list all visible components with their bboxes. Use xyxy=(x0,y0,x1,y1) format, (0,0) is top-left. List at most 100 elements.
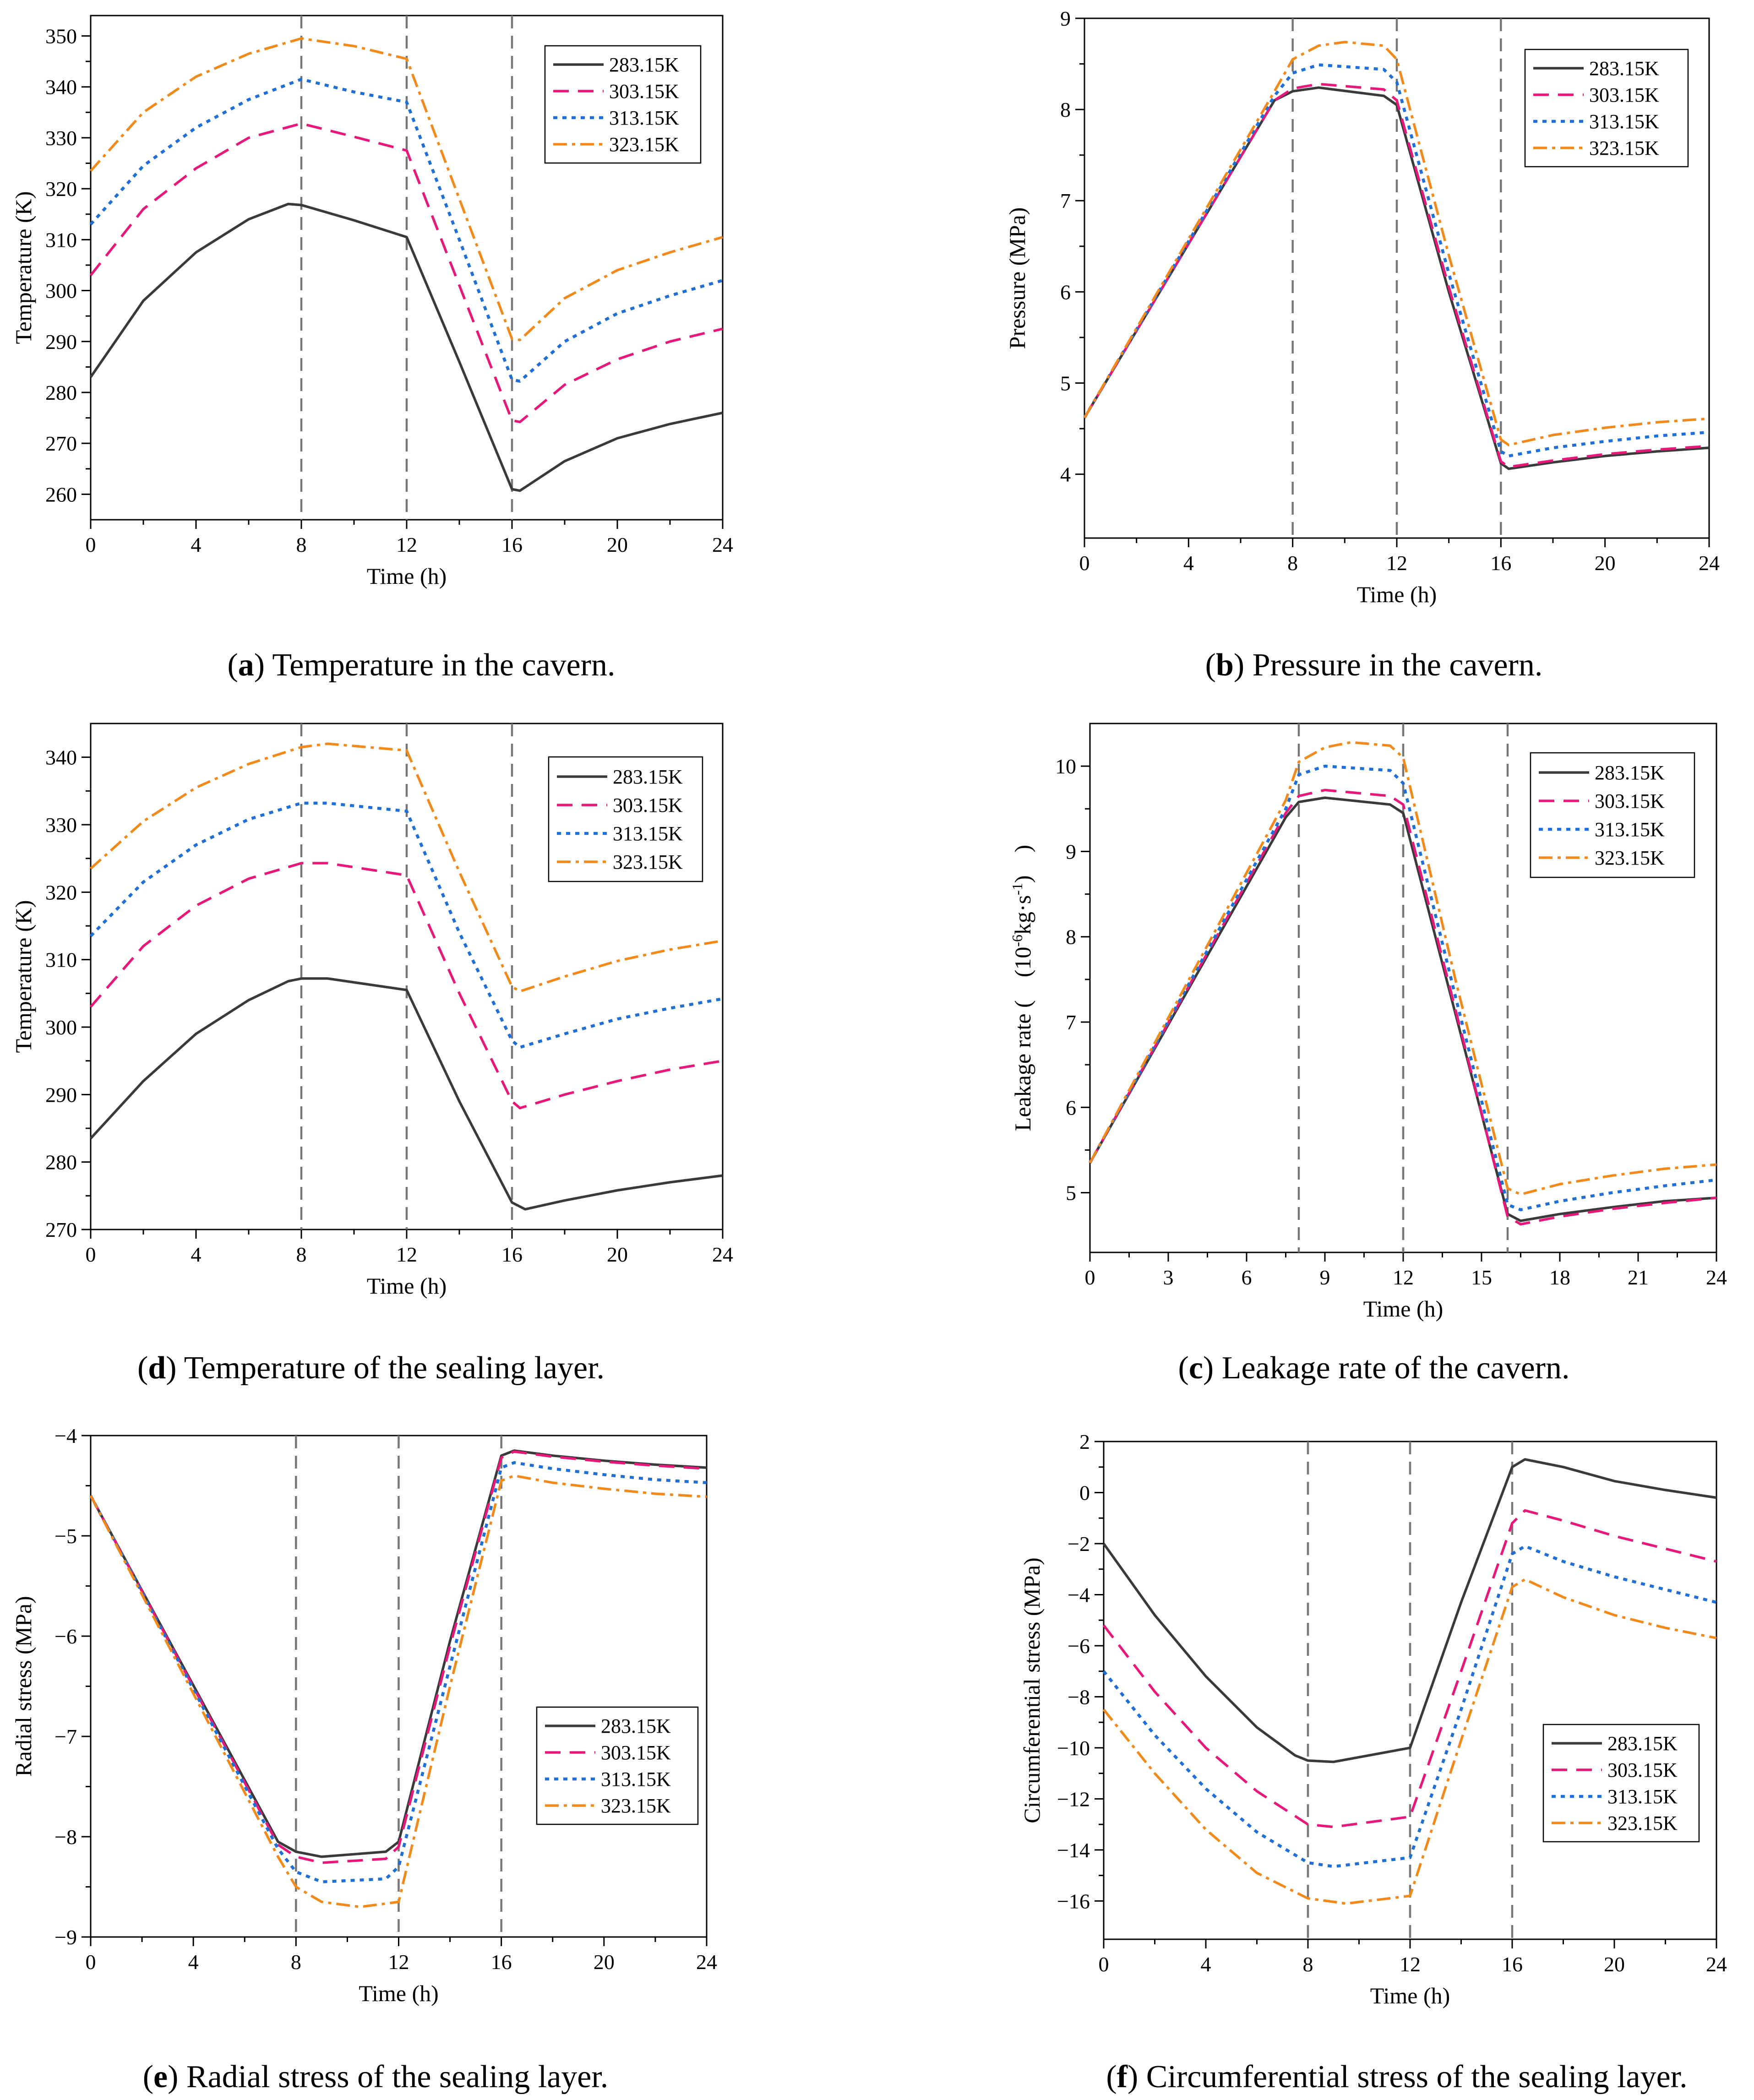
y-tick-label: −2 xyxy=(1068,1532,1090,1556)
legend-label-313: 313.15K xyxy=(609,107,679,129)
x-tick-label: 20 xyxy=(607,533,628,556)
caption-letter: c xyxy=(1189,1350,1203,1386)
x-axis-label: Time (h) xyxy=(367,1273,447,1299)
y-tick-label: 330 xyxy=(45,813,77,837)
x-tick-label: 16 xyxy=(1502,1953,1523,1976)
y-tick-label: 6 xyxy=(1066,1096,1076,1119)
y-tick-label: 4 xyxy=(1060,463,1071,486)
y-tick-label: 7 xyxy=(1066,1011,1076,1034)
series-line-313 xyxy=(1089,764,1717,1212)
y-tick-label: −4 xyxy=(54,1424,77,1447)
x-tick-label: 24 xyxy=(696,1950,717,1974)
chart-c: 0 3 6 9 12 15 18 21 24 5 6 7 8 9 10 Time (h) Leakage rat… xyxy=(1009,723,1727,1386)
legend-label-303: 303.15K xyxy=(613,794,683,816)
y-tick-label: 260 xyxy=(45,483,77,506)
y-tick-label: 5 xyxy=(1060,371,1071,395)
x-tick-label: 20 xyxy=(1604,1953,1625,1976)
caption-text: ) Temperature in the cavern. xyxy=(254,647,616,683)
y-tick-label: 9 xyxy=(1066,840,1076,863)
y-tick-label: 5 xyxy=(1066,1181,1076,1205)
x-tick-label: 16 xyxy=(501,533,523,556)
caption-letter: b xyxy=(1216,647,1234,683)
series-line-313 xyxy=(89,1461,707,1883)
y-tick-label: 310 xyxy=(45,228,77,251)
legend-label-283: 283.15K xyxy=(601,1715,671,1737)
y-axis-label-part: Leakage rate ( (10 xyxy=(1010,947,1035,1132)
series-line-313 xyxy=(89,801,723,1049)
x-tick-label: 21 xyxy=(1628,1266,1649,1289)
legend-label-303: 303.15K xyxy=(1589,84,1659,106)
x-tick-label: 0 xyxy=(86,1243,96,1266)
series-line-303 xyxy=(1089,789,1717,1226)
series-line-303 xyxy=(1102,1509,1717,1828)
caption-text: ) Radial stress of the sealing layer. xyxy=(168,2059,608,2095)
x-tick-label: 6 xyxy=(1242,1266,1252,1289)
y-tick-label: 290 xyxy=(45,330,77,354)
x-tick-label: 0 xyxy=(86,533,96,556)
caption-paren: ( xyxy=(1205,647,1216,683)
caption-text: ) Temperature of the sealing layer. xyxy=(166,1350,605,1386)
x-tick-label: 24 xyxy=(1699,551,1720,575)
y-tick-label: 340 xyxy=(45,746,77,769)
y-axis-label: Leakage rate ( (10-6kg·s-1) ) xyxy=(1009,845,1035,1131)
x-tick-label: 16 xyxy=(491,1950,512,1974)
y-tick-label: −12 xyxy=(1057,1787,1090,1811)
x-tick-label: 20 xyxy=(1595,551,1616,575)
chart-b: 0 4 8 12 16 20 24 4 5 6 7 8 9 Time (h) Pressure (MPa) 2… xyxy=(1004,7,1720,683)
x-tick-label: 4 xyxy=(1183,551,1194,575)
series-line-323 xyxy=(1083,41,1710,446)
legend-label-323: 323.15K xyxy=(1595,847,1665,869)
caption-b: (b) Pressure in the cavern. xyxy=(1205,647,1543,683)
legend-label-323: 323.15K xyxy=(613,851,683,873)
caption-letter: a xyxy=(238,647,254,683)
y-tick-label: −5 xyxy=(54,1524,77,1548)
legend-label-283: 283.15K xyxy=(609,54,679,76)
series-line-283 xyxy=(89,202,723,492)
caption-c: (c) Leakage rate of the cavern. xyxy=(1178,1350,1570,1386)
series-line-323 xyxy=(1102,1578,1717,1905)
y-axis-label: Temperature (K) xyxy=(11,900,36,1053)
x-tick-label: 9 xyxy=(1320,1266,1330,1289)
caption-letter: f xyxy=(1117,2059,1128,2095)
x-tick-label: 18 xyxy=(1549,1266,1570,1289)
y-tick-label: 290 xyxy=(45,1083,77,1106)
series-line-303 xyxy=(89,122,723,424)
x-tick-label: 4 xyxy=(188,1950,199,1974)
x-tick-label: 0 xyxy=(1099,1953,1109,1976)
series-line-323 xyxy=(90,742,723,993)
y-tick-label: 8 xyxy=(1066,925,1076,949)
caption-f: (f) Circumferential stress of the sealin… xyxy=(1106,2059,1687,2095)
y-axis-label: Pressure (MPa) xyxy=(1004,207,1030,349)
x-tick-label: 12 xyxy=(1386,551,1407,575)
legend-label-303: 303.15K xyxy=(1607,1759,1678,1781)
series-line-283 xyxy=(1083,86,1710,470)
legend-label-313: 313.15K xyxy=(1595,818,1665,841)
y-tick-label: 280 xyxy=(45,1151,77,1174)
y-tick-label: 270 xyxy=(45,432,77,455)
x-tick-label: 8 xyxy=(291,1950,301,1974)
caption-paren: ( xyxy=(143,2059,153,2095)
legend-label-283: 283.15K xyxy=(1607,1732,1678,1755)
y-tick-label: 340 xyxy=(45,76,77,99)
y-tick-label: 2 xyxy=(1079,1430,1090,1453)
caption-text: ) Leakage rate of the cavern. xyxy=(1203,1350,1570,1386)
legend-label-283: 283.15K xyxy=(1589,57,1659,80)
x-tick-label: 20 xyxy=(607,1243,628,1266)
y-tick-label: 280 xyxy=(45,381,77,404)
y-tick-label: 8 xyxy=(1060,98,1071,121)
x-axis-label: Time (h) xyxy=(367,563,447,589)
legend-label-313: 313.15K xyxy=(1607,1785,1678,1808)
series-line-323 xyxy=(1089,741,1717,1196)
series-line-283 xyxy=(89,977,723,1211)
legend-label-283: 283.15K xyxy=(1595,762,1665,784)
caption-d: (d) Temperature of the sealing layer. xyxy=(137,1350,605,1386)
caption-paren: ( xyxy=(1178,1350,1189,1386)
series-line-323 xyxy=(89,1474,707,1909)
y-tick-label: 6 xyxy=(1060,280,1071,304)
y-tick-label: 350 xyxy=(45,24,77,48)
series-line-313 xyxy=(1102,1545,1717,1868)
y-axis-label: Temperature (K) xyxy=(11,191,36,344)
y-tick-label: 300 xyxy=(45,279,77,303)
y-tick-label: −10 xyxy=(1057,1736,1090,1760)
